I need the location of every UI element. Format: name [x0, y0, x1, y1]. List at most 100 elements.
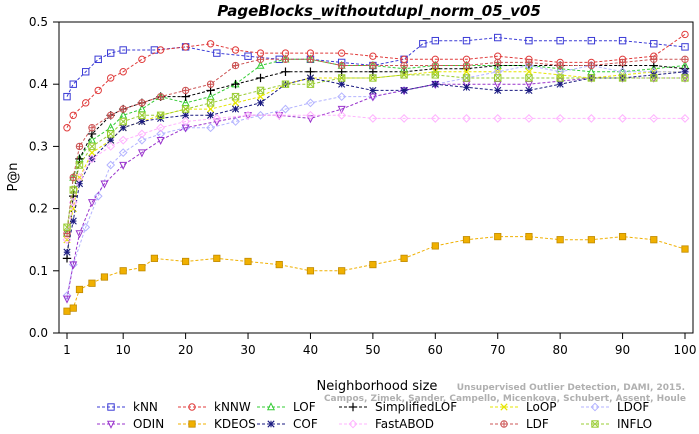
point-lof: [256, 60, 265, 69]
point-inflo: [306, 80, 315, 88]
legend-marker-kdeos: [188, 420, 196, 428]
x-tick-label: 100: [674, 343, 697, 357]
point-inflo: [156, 111, 165, 119]
point-knn: [650, 40, 658, 48]
point-odin: [524, 81, 533, 90]
point-inflo: [337, 74, 346, 82]
point-kdeos: [213, 254, 221, 262]
point-knnw: [63, 124, 71, 132]
point-kdeos: [119, 267, 127, 275]
point-odin: [100, 180, 109, 189]
point-ldf: [206, 80, 215, 88]
x-tick-label: 80: [553, 343, 568, 357]
point-odin: [368, 93, 377, 102]
point-kdeos: [75, 285, 84, 294]
point-odin: [75, 230, 84, 239]
point-loop: [206, 105, 215, 113]
legend-label-ldof: LDOF: [617, 400, 649, 414]
legend-label-odin: ODIN: [133, 417, 164, 431]
legend-marker-knnw: [188, 403, 196, 411]
y-tick-label: 0.3: [29, 139, 48, 153]
point-knnw: [369, 52, 377, 60]
point-simplifiedlof: [281, 67, 290, 76]
point-inflo: [494, 74, 502, 82]
x-tick-label: 70: [490, 343, 505, 357]
x-tick-label: 60: [428, 343, 443, 357]
point-kdeos: [369, 260, 377, 269]
point-knn: [419, 40, 427, 48]
point-fastabod: [137, 129, 147, 139]
point-ldof: [281, 104, 290, 114]
point-odin: [337, 105, 346, 114]
line-kdeos: [66, 236, 686, 312]
point-fastabod: [586, 114, 596, 123]
point-ldf: [88, 124, 96, 132]
point-inflo: [681, 74, 689, 82]
series-kdeos: [63, 232, 689, 315]
point-simplifiedlof: [306, 67, 315, 76]
point-knn: [63, 92, 71, 101]
point-ldf: [681, 55, 689, 64]
point-fastabod: [87, 154, 97, 164]
y-axis-label: P@n: [6, 162, 21, 191]
series-odin: [62, 74, 690, 304]
point-ldof: [106, 160, 116, 170]
point-ldf: [306, 55, 315, 64]
point-kdeos: [100, 273, 109, 281]
point-ldof: [62, 291, 72, 301]
point-ldf: [369, 61, 377, 70]
y-tick-label: 0.1: [29, 264, 48, 278]
point-kdeos: [88, 279, 96, 287]
point-cof: [75, 180, 84, 188]
point-ldf: [337, 61, 346, 70]
point-odin: [69, 261, 78, 270]
point-ldf: [231, 61, 240, 70]
point-fastabod: [649, 114, 659, 123]
point-ldof: [337, 92, 347, 102]
legend-label-kdeos: KDEOS: [214, 417, 256, 431]
point-kdeos: [182, 257, 190, 266]
legend-item-knn: kNN: [97, 400, 158, 414]
point-inflo: [88, 142, 96, 151]
point-fastabod: [555, 114, 565, 123]
point-fastabod: [243, 110, 253, 120]
point-odin: [62, 295, 72, 304]
point-kdeos: [400, 254, 408, 262]
point-cof: [494, 86, 502, 95]
point-cof: [431, 80, 439, 88]
point-ldf: [650, 55, 658, 64]
point-ldf: [63, 229, 71, 238]
point-kdeos: [618, 232, 627, 241]
point-ldof: [555, 67, 565, 77]
point-fastabod: [156, 123, 166, 133]
series-simplifiedlof: [62, 61, 690, 263]
point-odin: [212, 118, 221, 127]
point-knn: [587, 36, 596, 45]
legend-label-simplifiedlof: SimplifiedLOF: [375, 400, 457, 414]
point-ldof: [493, 67, 503, 77]
point-ldf: [75, 142, 84, 151]
point-knn: [681, 43, 689, 51]
legend-item-inflo: INFLO: [581, 417, 652, 431]
point-knn: [462, 36, 471, 45]
point-knnw: [119, 68, 127, 76]
point-ldf: [431, 61, 440, 70]
point-cof: [525, 86, 533, 95]
x-tick-label: 10: [116, 343, 131, 357]
point-knn: [556, 36, 564, 45]
series-layer: [62, 30, 690, 315]
point-inflo: [75, 161, 84, 169]
point-fastabod: [430, 114, 440, 123]
point-ldf: [525, 58, 533, 67]
point-loop: [231, 99, 240, 107]
series-lof: [62, 54, 690, 237]
point-inflo: [556, 74, 564, 82]
point-kdeos: [138, 264, 146, 272]
point-fastabod: [274, 110, 284, 120]
point-knn: [119, 46, 127, 54]
point-fastabod: [524, 114, 534, 123]
point-odin: [156, 136, 165, 145]
legend-label-loop: LoOP: [526, 400, 557, 414]
point-fastabod: [62, 235, 72, 245]
